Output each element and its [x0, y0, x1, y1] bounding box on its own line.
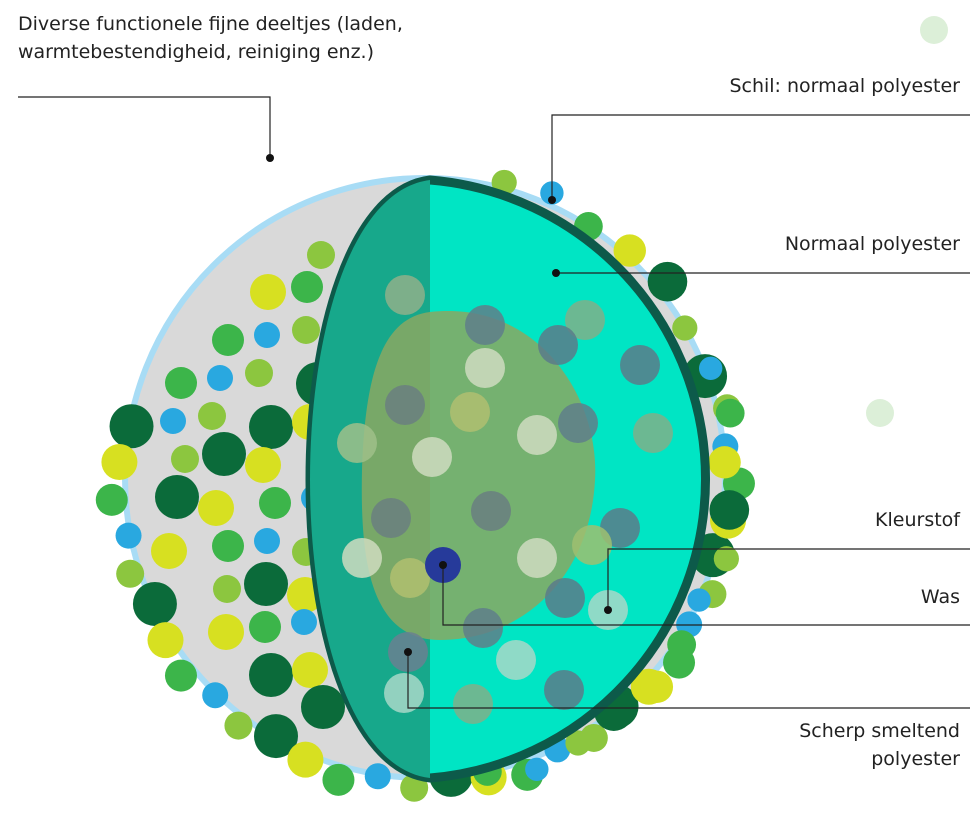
particle — [244, 562, 288, 606]
particle — [155, 475, 199, 519]
particle — [463, 608, 503, 648]
particle — [545, 578, 585, 618]
particle — [714, 546, 739, 571]
particle — [171, 445, 199, 473]
particle — [641, 671, 673, 703]
particle — [116, 523, 142, 549]
particle — [208, 614, 244, 650]
particle — [517, 415, 557, 455]
particle — [667, 630, 696, 659]
leader-dot — [604, 606, 612, 614]
particle — [412, 437, 452, 477]
particle — [672, 315, 697, 340]
particle — [249, 405, 293, 449]
particle — [307, 241, 335, 269]
particle — [633, 413, 673, 453]
particle — [101, 444, 137, 480]
particle — [292, 316, 320, 344]
leader-dot — [266, 154, 274, 162]
particle — [322, 764, 354, 796]
particle — [465, 348, 505, 388]
particle — [213, 575, 241, 603]
particle — [212, 530, 244, 562]
particle — [198, 402, 226, 430]
particle — [699, 357, 722, 380]
particle — [96, 484, 128, 516]
particle — [558, 403, 598, 443]
leader-line — [552, 115, 970, 200]
particle — [572, 525, 612, 565]
particle — [365, 763, 391, 789]
particle — [133, 582, 177, 626]
label: Was — [921, 586, 960, 608]
label: Kleurstof — [875, 509, 961, 531]
particle — [249, 653, 293, 697]
particle — [116, 560, 144, 588]
particle — [202, 432, 246, 476]
particle — [147, 622, 183, 658]
particle — [245, 447, 281, 483]
particle — [390, 558, 430, 598]
particle — [708, 446, 740, 478]
leader-dot — [439, 561, 447, 569]
particle — [371, 498, 411, 538]
label: polyester — [871, 748, 960, 770]
particle — [342, 538, 382, 578]
particle — [337, 423, 377, 463]
particle — [496, 640, 536, 680]
particle — [301, 685, 345, 729]
particle — [151, 533, 187, 569]
particle — [710, 490, 750, 530]
particle — [291, 271, 323, 303]
label: warmtebestendigheid, reiniging enz.) — [18, 41, 374, 63]
particle — [471, 491, 511, 531]
particle — [207, 365, 233, 391]
particle — [716, 399, 745, 428]
particle — [250, 274, 286, 310]
particle — [687, 588, 710, 611]
diagram: Diverse functionele fijne deeltjes (lade… — [0, 0, 970, 814]
particle — [249, 611, 281, 643]
leader-dot — [548, 196, 556, 204]
particle — [620, 345, 660, 385]
label: Diverse functionele fijne deeltjes (lade… — [18, 13, 403, 35]
particle — [538, 325, 578, 365]
particle — [385, 275, 425, 315]
leader-line — [18, 97, 270, 158]
particle — [450, 392, 490, 432]
particle — [292, 652, 328, 688]
leader-dot — [404, 648, 412, 656]
particle — [287, 742, 323, 778]
particle — [291, 609, 317, 635]
particle — [254, 528, 280, 554]
particle — [212, 324, 244, 356]
particle — [385, 385, 425, 425]
particle — [259, 487, 291, 519]
particle — [453, 684, 493, 724]
particle — [165, 367, 197, 399]
particle — [160, 408, 186, 434]
label: Normaal polyester — [785, 233, 960, 255]
particle — [544, 670, 584, 710]
particle — [384, 673, 424, 713]
particle — [198, 490, 234, 526]
particle — [224, 712, 252, 740]
particle — [254, 322, 280, 348]
leader-dot — [552, 269, 560, 277]
particle — [245, 359, 273, 387]
decor-dot — [920, 16, 948, 44]
particle — [465, 305, 505, 345]
particle — [648, 262, 688, 302]
particle — [202, 682, 228, 708]
particle — [525, 758, 548, 781]
particle — [110, 404, 154, 448]
particle — [517, 538, 557, 578]
label: Scherp smeltend — [799, 720, 960, 742]
label: Schil: normaal polyester — [729, 75, 960, 97]
decor-dot — [866, 399, 894, 427]
particle — [165, 660, 197, 692]
